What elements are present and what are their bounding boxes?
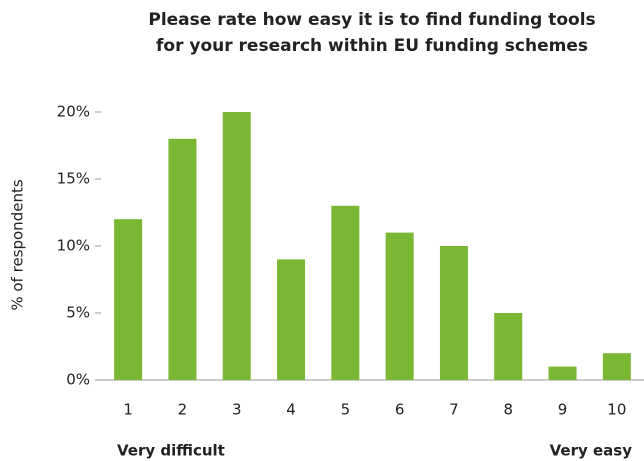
- y-tick-label: 15%: [57, 170, 90, 188]
- x-tick-label: 4: [286, 401, 296, 419]
- x-tick-label: 8: [503, 401, 513, 419]
- x-tick-label: 9: [558, 401, 568, 419]
- x-tick-label: 5: [341, 401, 351, 419]
- annotation: Very easy: [550, 442, 633, 460]
- x-tick-label: 1: [123, 401, 133, 419]
- y-tick-label: 0%: [66, 371, 90, 389]
- x-tick-label: 7: [449, 401, 459, 419]
- bar: [385, 232, 414, 380]
- bar: [222, 112, 251, 380]
- x-tick-label: 2: [178, 401, 188, 419]
- bar: [439, 246, 468, 380]
- chart-title: Please rate how easy it is to find fundi…: [148, 10, 595, 30]
- bar: [331, 205, 360, 380]
- y-tick-label: 10%: [57, 237, 90, 255]
- bar: [494, 313, 523, 380]
- x-tick-label: 3: [232, 401, 242, 419]
- x-tick-label: 10: [607, 401, 626, 419]
- bar: [602, 353, 631, 380]
- bar: [548, 366, 577, 380]
- annotation: Very difficult: [117, 442, 225, 460]
- bar: [168, 138, 197, 380]
- chart-title: for your research within EU funding sche…: [156, 36, 588, 56]
- x-tick-label: 6: [395, 401, 405, 419]
- bar: [114, 219, 143, 380]
- y-axis-label: % of respondents: [9, 179, 27, 310]
- bar: [277, 259, 306, 380]
- y-tick-label: 20%: [57, 103, 90, 121]
- y-tick-label: 5%: [66, 304, 90, 322]
